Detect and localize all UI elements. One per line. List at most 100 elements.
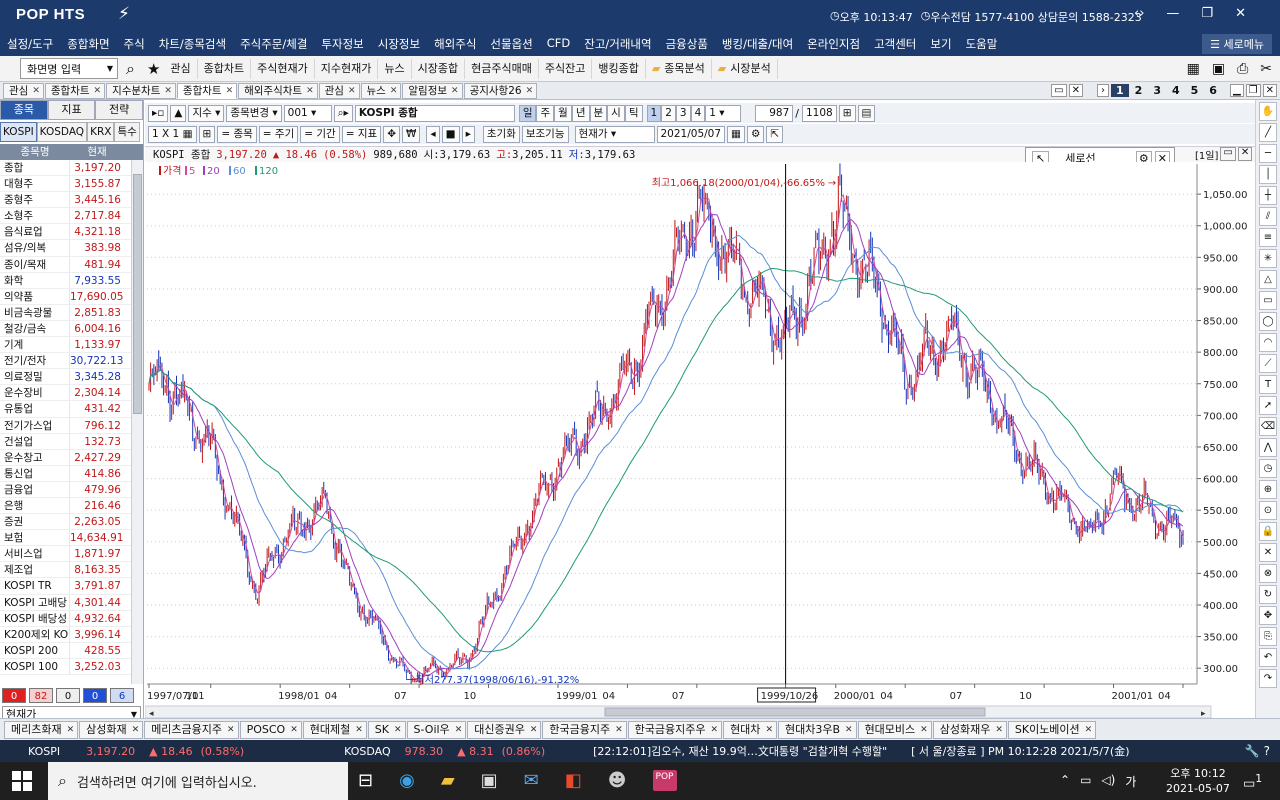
toolbar-button-6[interactable]: 현금주식매매	[465, 58, 539, 79]
window-tab-4[interactable]: 해외주식차트 ✕	[238, 82, 318, 99]
office-icon[interactable]: ◧	[564, 770, 582, 791]
task-view-icon[interactable]: ⊟	[358, 770, 374, 791]
toolbar-button-0[interactable]: 관심	[164, 58, 198, 79]
close-icon[interactable]: ✕	[389, 85, 398, 96]
taskbar-clock[interactable]: 오후 10:12 2021-05-07	[1166, 767, 1230, 795]
vertical-line-tool-icon[interactable]: │	[1259, 165, 1277, 184]
sync-range-button[interactable]: = 기간	[300, 125, 340, 143]
index-row[interactable]: KOSPI 배당성 4,932.64	[0, 610, 143, 627]
close-icon[interactable]: ✕	[355, 724, 363, 735]
index-row[interactable]: 비금속광물 2,851.83	[0, 304, 143, 321]
chart-maximize-icon[interactable]: ▭	[1220, 147, 1236, 161]
index-row[interactable]: 대형주 3,155.87	[0, 176, 143, 193]
index-row[interactable]: KOSPI 100 3,252.03	[0, 658, 143, 675]
close-icon[interactable]: ✕	[32, 85, 40, 96]
index-row[interactable]: K200제외 KO 3,996.14	[0, 626, 143, 643]
sync-symbol-button[interactable]: = 종목	[217, 125, 257, 143]
symbol-tab-11[interactable]: 현대차3우B ✕	[777, 720, 857, 739]
symbol-tab-0[interactable]: 메리츠화재 ✕	[4, 720, 79, 739]
close-icon[interactable]: ✕	[227, 724, 235, 735]
close-icon[interactable]: ✕	[290, 724, 298, 735]
cross-line-tool-icon[interactable]: ┼	[1259, 186, 1277, 205]
panel-toggle-icon[interactable]: ▸▫	[148, 104, 169, 122]
window-tab-1[interactable]: 종합차트 ✕	[44, 82, 106, 99]
close-icon[interactable]: ✕	[995, 724, 1003, 735]
close-icon[interactable]: ✕	[225, 85, 234, 96]
period-number-0[interactable]: 1	[646, 104, 662, 122]
menu-item-0[interactable]: 설정/도구	[7, 37, 54, 51]
index-row[interactable]: KOSPI 고배당 4,301.44	[0, 594, 143, 611]
left-tab-2[interactable]: 전략	[95, 100, 144, 120]
menu-item-3[interactable]: 차트/종목검색	[158, 37, 227, 51]
index-row[interactable]: 금융업 479.96	[0, 481, 143, 498]
toolbar-button-5[interactable]: 시장종합	[412, 58, 466, 79]
index-row[interactable]: 종합 3,197.20	[0, 160, 143, 177]
menu-item-15[interactable]: 보기	[930, 37, 952, 51]
index-row[interactable]: 운수창고 2,427.29	[0, 449, 143, 466]
index-row[interactable]: KOSPI TR 3,791.87	[0, 578, 143, 595]
pattern-tool-icon[interactable]: ⋀	[1259, 438, 1277, 457]
market-subtab-2[interactable]: KRX	[87, 122, 115, 142]
menu-item-14[interactable]: 고객센터	[874, 37, 917, 51]
menu-item-8[interactable]: 선물옵션	[490, 37, 533, 51]
period-button-4[interactable]: 분	[589, 104, 608, 122]
symbol-code-input[interactable]: 001 ▾	[283, 104, 332, 122]
calendar-icon[interactable]: ▦	[727, 125, 745, 143]
store-icon[interactable]: ▣	[480, 770, 498, 791]
index-row[interactable]: 전기/전자 30,722.13	[0, 353, 143, 370]
layout-button[interactable]: 1 X 1 ▦	[148, 125, 197, 143]
close-icon[interactable]: ✕	[393, 724, 402, 735]
next-page-icon[interactable]: ›	[1097, 84, 1109, 97]
price-type-select[interactable]: 현재가 ▾	[574, 125, 655, 143]
toolbar-folder-1[interactable]: ▰ 시장분석	[712, 58, 778, 79]
index-row[interactable]: 운수장비 2,304.14	[0, 385, 143, 402]
symbol-tab-1[interactable]: 삼성화재 ✕	[79, 720, 144, 739]
index-row[interactable]: 철강/금속 6,004.16	[0, 320, 143, 338]
add-window-icon[interactable]: ⊞	[838, 104, 856, 122]
period-number-3[interactable]: 4	[690, 104, 706, 122]
index-row[interactable]: 서비스업 1,871.97	[0, 546, 143, 563]
ellipse-tool-icon[interactable]: ◯	[1259, 312, 1277, 331]
index-row[interactable]: 유통업 431.42	[0, 401, 143, 418]
scroll-left-icon[interactable]: ◂	[426, 125, 440, 143]
index-row[interactable]: 보험 14,634.91	[0, 530, 143, 547]
menu-item-1[interactable]: 종합화면	[67, 37, 110, 51]
period-button-0[interactable]: 일	[518, 104, 537, 122]
period-number-2[interactable]: 3	[675, 104, 691, 122]
close-icon[interactable]: ✕	[1235, 6, 1246, 21]
delete-tool-icon[interactable]: ✕	[1259, 543, 1277, 562]
taskbar-search-box[interactable]: ⌕ 검색하려면 여기에 입력하십시오.	[48, 762, 348, 800]
index-row[interactable]: 전기가스업 796.12	[0, 417, 143, 434]
symbol-tab-12[interactable]: 현대모비스 ✕	[857, 720, 932, 739]
menu-item-5[interactable]: 투자정보	[321, 37, 364, 51]
drag-tool-icon[interactable]: ✋	[1259, 102, 1277, 121]
gann-tool-icon[interactable]: ✳	[1259, 249, 1277, 268]
symbol-tab-6[interactable]: S-Oil우 ✕	[406, 720, 467, 739]
symbol-tab-13[interactable]: 삼성화재우 ✕	[932, 720, 1007, 739]
stop-icon[interactable]: ■	[441, 125, 460, 143]
vertical-menu-button[interactable]: ☰ 세로메뉴	[1202, 34, 1272, 54]
lightning-icon[interactable]: ⚡	[118, 4, 130, 24]
menu-item-11[interactable]: 금융상품	[665, 37, 708, 51]
index-row[interactable]: 음식료업 4,321.18	[0, 224, 143, 241]
close-icon[interactable]: ✕	[451, 85, 459, 96]
toolbar-button-3[interactable]: 지수현재가	[315, 58, 379, 79]
symbol-search-icon[interactable]: ⌕▸	[333, 104, 353, 122]
index-row[interactable]: 의약품 17,690.05	[0, 288, 143, 305]
toolbar-button-7[interactable]: 주식잔고	[539, 58, 593, 79]
redo-tool-icon[interactable]: ↷	[1259, 669, 1277, 688]
left-tab-0[interactable]: 종목	[0, 100, 48, 120]
close-window-icon[interactable]: ✕	[1262, 84, 1277, 97]
chart-close-icon[interactable]: ✕	[1237, 147, 1253, 161]
horizontal-line-tool-icon[interactable]: ─	[1259, 144, 1277, 163]
aux-function-button[interactable]: 보조기능	[521, 125, 569, 143]
window-tab-5[interactable]: 관심 ✕	[318, 82, 360, 99]
period-button-6[interactable]: 틱	[624, 104, 643, 122]
window-page-0[interactable]: 1	[1111, 84, 1129, 97]
close-icon[interactable]: ✕	[66, 724, 75, 735]
menu-item-13[interactable]: 온라인지점	[807, 37, 861, 51]
toolbar-button-8[interactable]: 뱅킹종합	[592, 58, 646, 79]
price-chart[interactable]: 1,050.00 1,000.00 950.00 900.00 850.00 800.00…	[145, 162, 1255, 718]
close-icon[interactable]: ✕	[615, 724, 623, 735]
export-icon[interactable]: ⇱	[766, 125, 784, 143]
